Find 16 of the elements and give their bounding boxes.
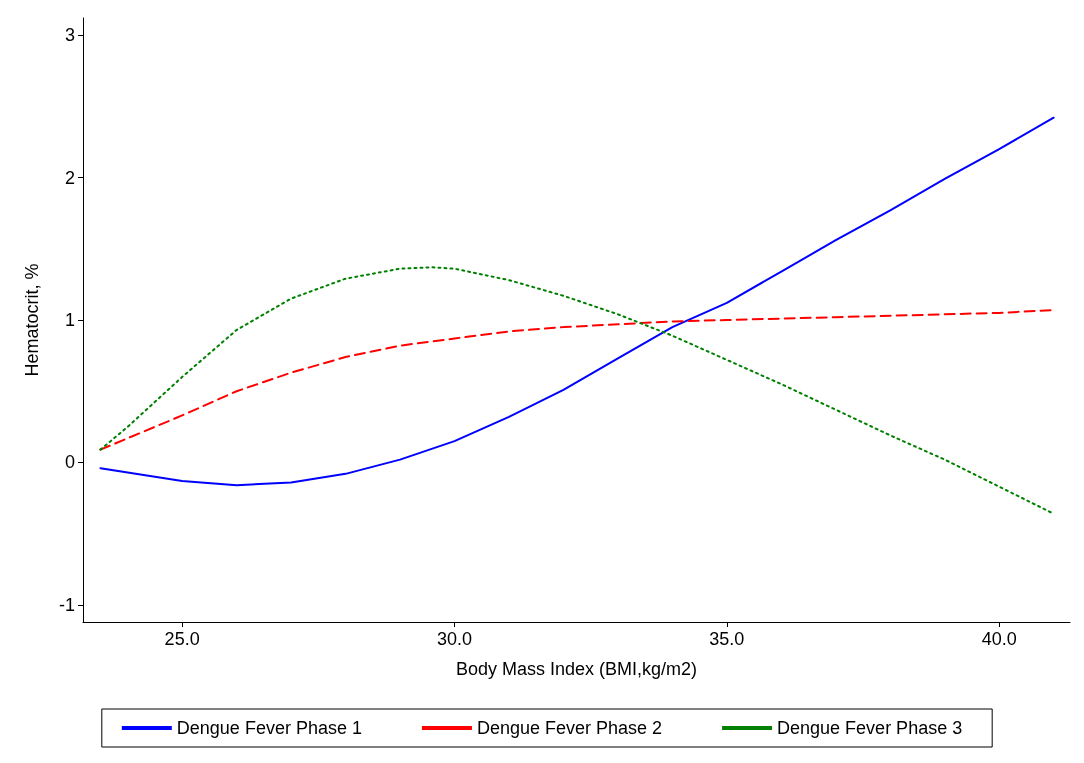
y-axis-title: Hematocrit, % [22, 263, 42, 377]
line-series [99, 116, 1055, 487]
x-tick-label: 35.0 [709, 629, 745, 649]
legend-label: Dengue Fever Phase 2 [476, 718, 663, 738]
y-tick-label: -1 [58, 594, 75, 615]
legend-label: Dengue Fever Phase 3 [777, 718, 963, 738]
x-axis-title: Body Mass Index (BMI,kg/m2) [455, 659, 698, 679]
legend-label: Dengue Fever Phase 1 [176, 718, 362, 738]
y-tick-label: 1 [64, 310, 75, 330]
x-tick-label: 30.0 [436, 629, 473, 649]
x-tick-label: 40.0 [981, 629, 1017, 649]
y-tick-label: 0 [64, 452, 75, 473]
line-series [99, 266, 1055, 515]
x-tick-label: 25.0 [164, 629, 200, 649]
y-tick-label: 2 [64, 167, 75, 188]
y-tick-label: 3 [64, 25, 75, 46]
